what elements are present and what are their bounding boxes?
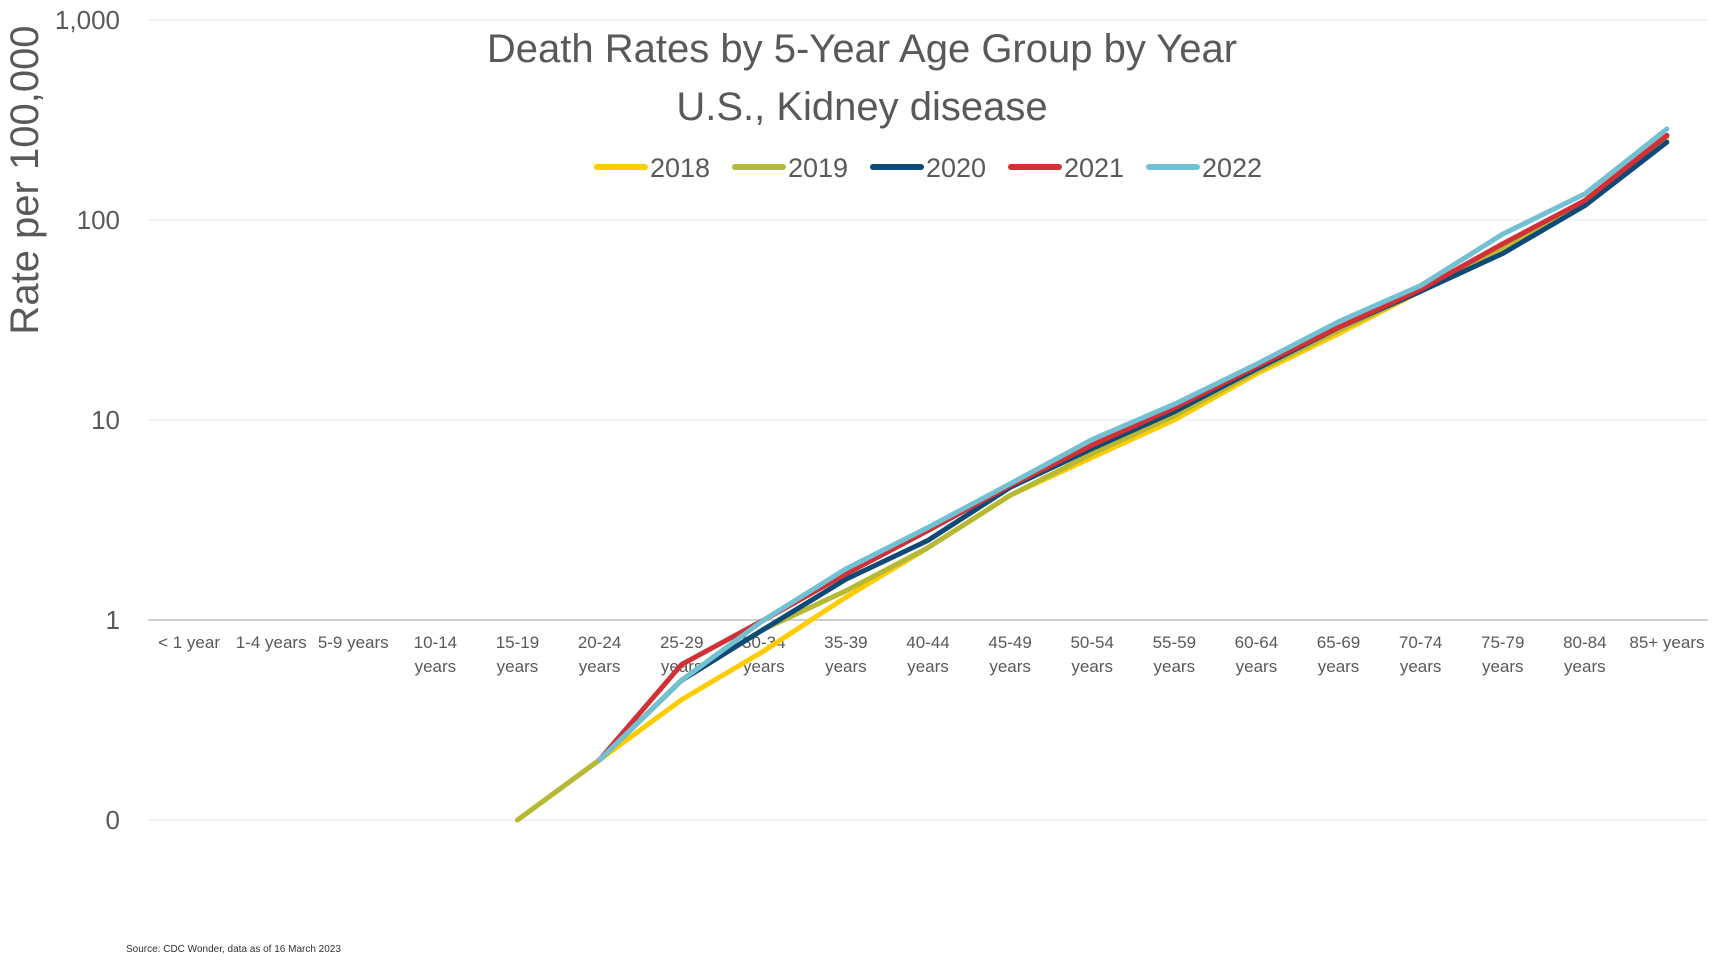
x-tick-label-line: years <box>1154 657 1196 676</box>
x-tick-label: 15-19 years <box>496 633 539 676</box>
x-tick-label: 10-14 years <box>414 633 457 676</box>
y-axis-label: Rate per 100,000 <box>3 25 47 334</box>
x-tick-label-line: 55-59 <box>1153 633 1196 652</box>
gridlines <box>148 19 1708 821</box>
legend-label-2018: 2018 <box>650 153 710 183</box>
x-axis-ticks: < 1 year 1-4 years 5-9 years 10-14 years15-1… <box>158 633 1704 676</box>
y-tick-label: 100 <box>77 205 120 235</box>
legend: 2018 2019 2020 2021 2022 <box>594 153 1262 183</box>
x-tick-label-line: years <box>579 657 621 676</box>
x-tick-label-line: 70-74 <box>1399 633 1442 652</box>
x-tick-label: 45-49 years <box>988 633 1031 676</box>
x-tick-label: 60-64 years <box>1235 633 1278 676</box>
x-tick-label: 50-54 years <box>1070 633 1113 676</box>
series-line-2022 <box>597 126 1670 763</box>
y-tick-label: 10 <box>91 405 120 435</box>
x-tick-label-line: 15-19 <box>496 633 539 652</box>
x-tick-label: 20-24 years <box>578 633 621 676</box>
x-tick-label: 40-44 years <box>906 633 949 676</box>
x-tick-label-line: 10-14 <box>414 633 457 652</box>
x-tick-label-line: 35-39 <box>824 633 867 652</box>
x-tick-label-line: years <box>1236 657 1278 676</box>
x-tick-label-line: years <box>825 657 867 676</box>
series-line-2020 <box>597 139 1670 763</box>
x-tick-label-line: years <box>989 657 1031 676</box>
x-tick-label-line: years <box>1482 657 1524 676</box>
x-tick-label-line: years <box>1071 657 1113 676</box>
x-tick-label-line: years <box>907 657 949 676</box>
x-tick-label: 70-74 years <box>1399 633 1442 676</box>
x-tick-label-line: years <box>1564 657 1606 676</box>
x-tick-label: 65-69 years <box>1317 633 1360 676</box>
x-tick-label-line: 85+ years <box>1629 633 1704 652</box>
x-tick-label: 1-4 years <box>236 633 307 652</box>
y-tick-label: 1 <box>106 605 120 635</box>
legend-label-2020: 2020 <box>926 153 986 183</box>
x-tick-label-line: years <box>1400 657 1442 676</box>
x-tick-label-line: 65-69 <box>1317 633 1360 652</box>
legend-label-2019: 2019 <box>788 153 848 183</box>
x-tick-label-line: years <box>497 657 539 676</box>
y-tick-label: 0 <box>106 805 120 835</box>
x-tick-label: 80-84 years <box>1563 633 1606 676</box>
x-tick-label: 5-9 years <box>318 633 389 652</box>
x-tick-label-line: 60-64 <box>1235 633 1278 652</box>
x-tick-label-line: < 1 year <box>158 633 220 652</box>
chart-title-line-2: U.S., Kidney disease <box>676 85 1047 129</box>
y-axis-ticks: 0 1 10 100 1,000 <box>55 5 120 835</box>
y-tick-label: 1,000 <box>55 5 120 35</box>
x-tick-label: < 1 year <box>158 633 220 652</box>
x-tick-label-line: 5-9 years <box>318 633 389 652</box>
x-tick-label-line: years <box>1318 657 1360 676</box>
source-note: Source: CDC Wonder, data as of 16 March … <box>126 944 341 955</box>
x-tick-label: 55-59 years <box>1153 633 1196 676</box>
series-lines <box>515 126 1670 823</box>
x-tick-label: 85+ years <box>1629 633 1704 652</box>
x-tick-label-line: 50-54 <box>1070 633 1113 652</box>
x-tick-label-line: 45-49 <box>988 633 1031 652</box>
x-tick-label: 35-39 years <box>824 633 867 676</box>
x-tick-label-line: years <box>743 657 785 676</box>
x-tick-label-line: 20-24 <box>578 633 621 652</box>
x-tick-label: 75-79 years <box>1481 633 1524 676</box>
x-tick-label-line: 1-4 years <box>236 633 307 652</box>
x-tick-label-line: 40-44 <box>906 633 949 652</box>
legend-label-2021: 2021 <box>1064 153 1124 183</box>
x-tick-label-line: 75-79 <box>1481 633 1524 652</box>
chart-title-line-1: Death Rates by 5-Year Age Group by Year <box>487 27 1237 71</box>
x-tick-label-line: 80-84 <box>1563 633 1606 652</box>
x-tick-label-line: years <box>415 657 457 676</box>
legend-label-2022: 2022 <box>1202 153 1262 183</box>
x-tick-label-line: 25-29 <box>660 633 703 652</box>
